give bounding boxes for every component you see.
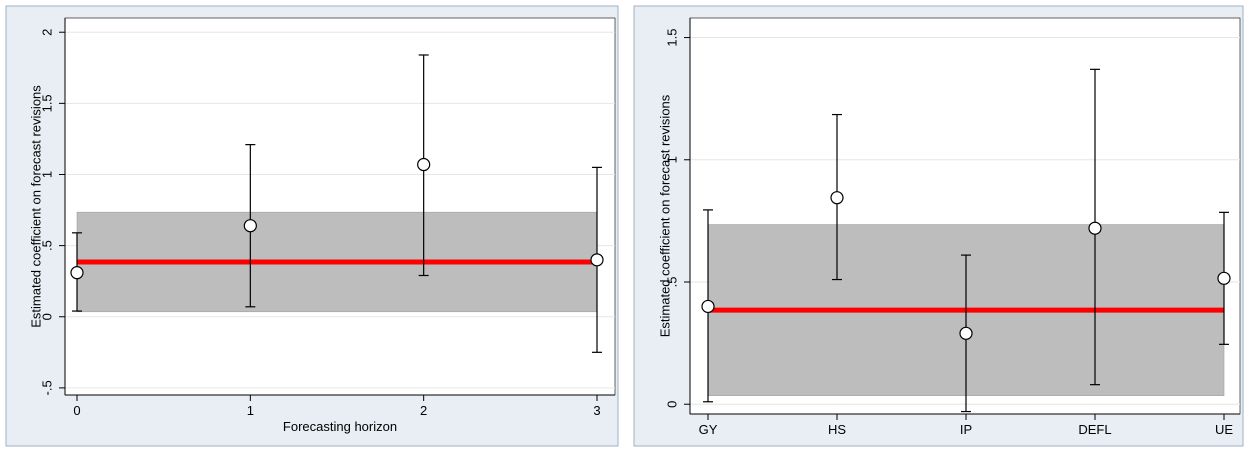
right-y-tick-label-3: 1.5 xyxy=(665,29,680,47)
left-point-1 xyxy=(243,219,257,233)
left-point-2 xyxy=(417,157,431,172)
left-x-tick-label-1: 1 xyxy=(247,403,254,418)
right-x-tick-label-2: IP xyxy=(960,422,972,437)
left-point-3 xyxy=(590,253,604,267)
left-chart-panel: -.5 0 .5 1 1.5 2 0 1 2 3 Estimated coefficient on … xyxy=(5,5,619,447)
left-y-axis-title: Estimated coefficient on forecast revisi… xyxy=(29,85,44,328)
right-point-2 xyxy=(959,326,973,340)
left-y-tick-label-4: 1.5 xyxy=(40,94,55,112)
left-plot-area xyxy=(64,17,616,396)
left-x-tick-label-3: 3 xyxy=(593,403,600,418)
left-y-tick-label-5: 2 xyxy=(40,29,55,36)
left-x-axis-title: Forecasting horizon xyxy=(283,419,397,434)
right-x-tick-label-4: UE xyxy=(1215,422,1233,437)
right-chart-panel: 0 .5 1 1.5 GY HS IP DEFL UE Estimated coefficient… xyxy=(624,0,1247,452)
left-x-tick-label-0: 0 xyxy=(73,403,80,418)
right-y-axis-title: Estimated coefficient on forecast revisi… xyxy=(658,94,673,337)
left-y-tick-label-1: 0 xyxy=(40,313,55,320)
left-point-0 xyxy=(70,266,84,280)
right-point-4 xyxy=(1217,271,1231,285)
left-x-tick-label-2: 2 xyxy=(420,403,427,418)
left-chart-svg: -.5 0 .5 1 1.5 2 0 1 2 3 Estimated coefficient on … xyxy=(5,5,619,447)
right-point-1 xyxy=(830,191,844,205)
left-y-tick-label-0: -.5 xyxy=(40,380,55,395)
right-x-tick-label-0: GY xyxy=(699,422,718,437)
right-y-tick-label-0: 0 xyxy=(665,401,680,408)
left-y-tick-label-2: .5 xyxy=(40,240,55,251)
right-y-tick-label-2: 1 xyxy=(665,156,680,163)
right-y-tick-label-1: .5 xyxy=(665,277,680,288)
right-chart-svg: 0 .5 1 1.5 GY HS IP DEFL UE Estimated coefficient… xyxy=(633,5,1244,447)
right-point-3 xyxy=(1088,221,1102,235)
right-x-tick-label-3: DEFL xyxy=(1078,422,1111,437)
right-x-tick-label-1: HS xyxy=(828,422,846,437)
left-y-tick-label-3: 1 xyxy=(40,171,55,178)
right-point-0 xyxy=(701,299,715,314)
